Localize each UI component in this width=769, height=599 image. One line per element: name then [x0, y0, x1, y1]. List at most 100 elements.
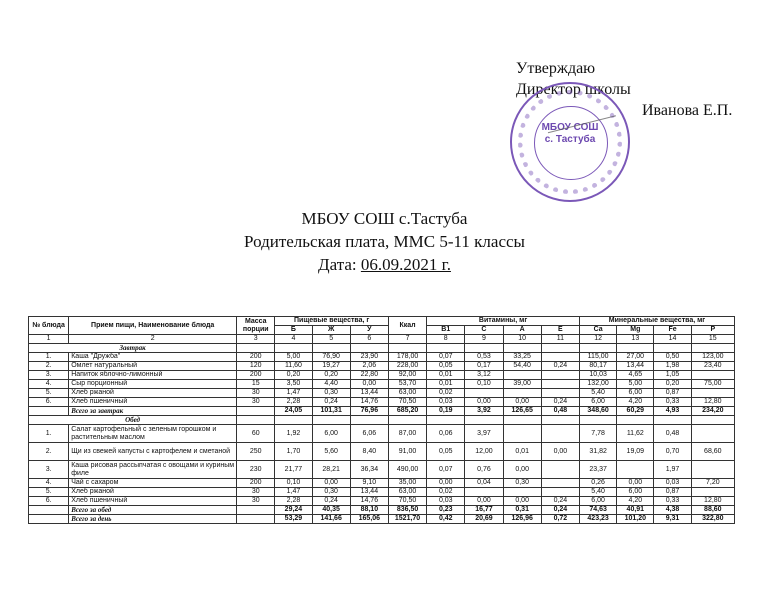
- director-name: Иванова Е.П.: [642, 102, 733, 119]
- table-cell: [690, 415, 736, 425]
- table-cell: [464, 343, 504, 353]
- table-cell: 12,00: [464, 442, 504, 461]
- table-cell: [579, 415, 618, 425]
- table-cell: 132,00: [579, 379, 618, 389]
- table-cell: [540, 487, 581, 497]
- dish-name-cell: Напиток яблочно-лимонный: [68, 370, 238, 380]
- table-cell: 11,60: [274, 361, 313, 371]
- table-cell: 0,20: [311, 370, 351, 380]
- column-number-cell: 6: [349, 334, 389, 344]
- table-cell: 6,00: [579, 496, 618, 506]
- table-cell: [502, 388, 542, 398]
- table-cell: 115,00: [579, 352, 618, 362]
- table-cell: 0,19: [426, 406, 466, 416]
- column-number-cell: 7: [387, 334, 428, 344]
- table-row: 3. Напиток яблочно-лимонный 200 0,20 0,20 22,…: [27, 370, 736, 380]
- table-cell: [311, 343, 351, 353]
- table-cell: 10,03: [579, 370, 618, 380]
- table-cell: 0,87: [653, 388, 692, 398]
- table-cell: 16,77: [464, 505, 504, 515]
- table-cell: 101,20: [616, 514, 655, 524]
- table-cell: 0,53: [464, 352, 504, 362]
- table-cell: [349, 415, 389, 425]
- table-cell: 0,03: [426, 496, 466, 506]
- table-cell: 53,70: [387, 379, 428, 389]
- table-cell: 348,60: [579, 406, 618, 416]
- column-number-cell: 13: [616, 334, 655, 344]
- table-cell: 0,20: [653, 379, 692, 389]
- table-cell: [236, 514, 276, 524]
- table-cell: 200: [236, 370, 276, 380]
- table-cell: [540, 478, 581, 488]
- table-cell: [27, 514, 70, 524]
- table-cell: [236, 406, 276, 416]
- stamp-text: МБОУ СОШ с. Тастуба: [541, 122, 599, 145]
- table-cell: 836,50: [387, 505, 428, 515]
- table-row: 6. Хлеб пшеничный 30 2,28 0,24 14,76 70,50 0,03…: [27, 496, 736, 506]
- table-cell: 2,28: [274, 496, 313, 506]
- table-row: 4. Сыр порционный 15 3,50 4,40 0,00 53,70 0,01 0…: [27, 379, 736, 389]
- table-cell: 4.: [27, 379, 70, 389]
- table-cell: 1,05: [653, 370, 692, 380]
- table-cell: 0,24: [540, 361, 581, 371]
- table-cell: 178,00: [387, 352, 428, 362]
- table-cell: 2,28: [274, 397, 313, 407]
- table-cell: [27, 505, 70, 515]
- day-total-row: Всего за день 53,29 141,66 165,06 1521,70 0,4…: [27, 514, 736, 524]
- table-cell: [690, 424, 736, 443]
- table-cell: 0,31: [502, 505, 542, 515]
- dish-name-cell: Каша рисовая рассыпчатая с овощами и кур…: [68, 460, 238, 479]
- table-cell: 12,80: [690, 496, 736, 506]
- table-cell: 0,00: [616, 478, 655, 488]
- table-cell: 1,47: [274, 388, 313, 398]
- table-cell: 19,09: [616, 442, 655, 461]
- table-row: 2. Омлет натуральный 120 11,60 19,27 2,06 228,…: [27, 361, 736, 371]
- table-cell: 0,02: [426, 487, 466, 497]
- table-cell: [690, 343, 736, 353]
- table-cell: [579, 343, 618, 353]
- table-cell: 7,20: [690, 478, 736, 488]
- subheader-cell: A: [502, 325, 542, 335]
- table-cell: 2,06: [349, 361, 389, 371]
- table-cell: 6,00: [616, 388, 655, 398]
- subheader-cell: У: [349, 325, 389, 335]
- subheader-cell: P: [690, 325, 736, 335]
- school-stamp: МБОУ СОШ с. Тастуба: [510, 82, 630, 202]
- table-cell: [236, 505, 276, 515]
- table-cell: 1,92: [274, 424, 313, 443]
- table-cell: 0,24: [311, 496, 351, 506]
- dish-name-cell: Омлет натуральный: [68, 361, 238, 371]
- table-cell: 250: [236, 442, 276, 461]
- table-cell: 0,72: [540, 514, 581, 524]
- table-cell: 92,00: [387, 370, 428, 380]
- table-cell: 63,00: [387, 487, 428, 497]
- table-cell: [236, 415, 276, 425]
- column-number-cell: 14: [653, 334, 692, 344]
- dish-name-cell: Салат картофельный с зеленым горошком и …: [68, 424, 238, 443]
- table-cell: 490,00: [387, 460, 428, 479]
- table-cell: 15: [236, 379, 276, 389]
- table-cell: 0,00: [464, 496, 504, 506]
- table-cell: 1.: [27, 424, 70, 443]
- table-cell: 74,63: [579, 505, 618, 515]
- table-cell: 70,50: [387, 397, 428, 407]
- table-cell: [540, 415, 581, 425]
- table-row: 3. Каша рисовая рассыпчатая с овощами и к…: [27, 460, 736, 479]
- table-cell: 75,00: [690, 379, 736, 389]
- table-cell: 2.: [27, 442, 70, 461]
- table-cell: 23,37: [579, 460, 618, 479]
- table-cell: [653, 343, 692, 353]
- table-cell: 0,02: [426, 388, 466, 398]
- table-cell: [426, 415, 466, 425]
- table-cell: 234,20: [690, 406, 736, 416]
- table-cell: 14,76: [349, 397, 389, 407]
- dish-name-cell: Хлеб пшеничный: [68, 496, 238, 506]
- table-cell: 0,00: [464, 397, 504, 407]
- table-cell: 0,30: [311, 487, 351, 497]
- table-cell: 1,98: [653, 361, 692, 371]
- table-cell: 0,00: [426, 478, 466, 488]
- table-cell: [540, 379, 581, 389]
- table-cell: 5.: [27, 487, 70, 497]
- table-cell: [616, 415, 655, 425]
- col-kcal-header: Ккал: [387, 316, 428, 335]
